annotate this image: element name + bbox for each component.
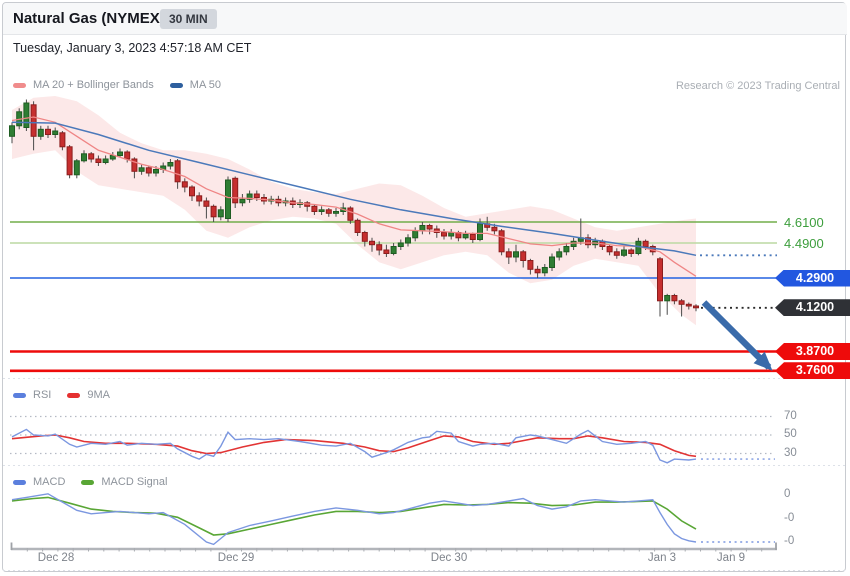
ma20-bollinger-swatch-icon <box>13 82 26 88</box>
legend-rsi: RSI 9MA <box>13 389 110 401</box>
x-axis-label-dec-28: Dec 28 <box>37 552 75 564</box>
bollinger-band-area <box>12 96 696 326</box>
rsi-swatch-icon <box>13 392 26 398</box>
macd-axis-tick-2: -0 <box>784 535 795 547</box>
legend-main: MA 20 + Bollinger Bands MA 50 <box>13 79 221 91</box>
x-axis-label-jan-3: Jan 3 <box>647 552 677 564</box>
rsi-axis-tick-70: 70 <box>784 409 797 422</box>
legend-label-rsi: RSI <box>33 389 52 401</box>
price-level-label-461: 4.6100 <box>784 214 824 230</box>
page-title: Natural Gas (NYMEX) <box>13 10 165 27</box>
ma50-swatch-icon <box>169 82 183 88</box>
legend-item-ma50: MA 50 <box>169 79 221 91</box>
downside-forecast-arrow-icon <box>701 300 773 371</box>
legend-label-9ma: 9MA <box>87 389 110 401</box>
timestamp: Tuesday, January 3, 2023 4:57:18 AM CET <box>13 41 252 55</box>
legend-label-ma20-bollinger: MA 20 + Bollinger Bands <box>33 79 154 91</box>
legend-label-ma50: MA 50 <box>189 79 221 91</box>
price-level-label-449: 4.4900 <box>784 235 824 251</box>
target-tag-376: 3.7600 <box>775 362 850 380</box>
x-axis-label-jan-9: Jan 9 <box>716 552 746 564</box>
legend-item-9ma: 9MA <box>67 389 110 401</box>
rsi-line <box>11 428 697 464</box>
rsi-axis-tick-30: 30 <box>784 446 797 459</box>
research-credit: Research © 2023 Trading Central <box>675 80 840 92</box>
legend-label-macd: MACD <box>33 476 66 488</box>
x-axis-label-dec-30: Dec 30 <box>430 552 468 564</box>
legend-macd: MACD MACD Signal <box>13 476 167 488</box>
macd-swatch-icon <box>13 479 26 485</box>
macd-axis-tick-0: 0 <box>784 488 791 500</box>
legend-item-macd: MACD <box>13 476 65 488</box>
x-axis-label-dec-29: Dec 29 <box>217 552 255 564</box>
support-tag-387: 3.8700 <box>775 343 850 360</box>
last-price-tag-412: 4.1200 <box>775 299 850 317</box>
price-level-tag-429: 4.2900 <box>775 269 850 287</box>
legend-item-rsi: RSI <box>13 389 51 401</box>
rsi-axis-tick-50: 50 <box>784 428 797 440</box>
macd-signal-line <box>11 496 697 536</box>
timeframe-badge: 30 MIN <box>160 9 217 29</box>
legend-item-macd-signal: MACD Signal <box>81 476 167 488</box>
macd-signal-swatch-icon <box>81 479 95 485</box>
header-band <box>3 3 847 35</box>
macd-axis-tick-1: -0 <box>784 511 795 524</box>
legend-item-ma20-bollinger: MA 20 + Bollinger Bands <box>13 79 154 91</box>
macd-line <box>11 493 697 546</box>
ma50-line <box>11 121 697 257</box>
ma20-line <box>11 116 697 277</box>
legend-label-macd-signal: MACD Signal <box>101 476 168 488</box>
rsi-9ma-swatch-icon <box>67 392 81 398</box>
